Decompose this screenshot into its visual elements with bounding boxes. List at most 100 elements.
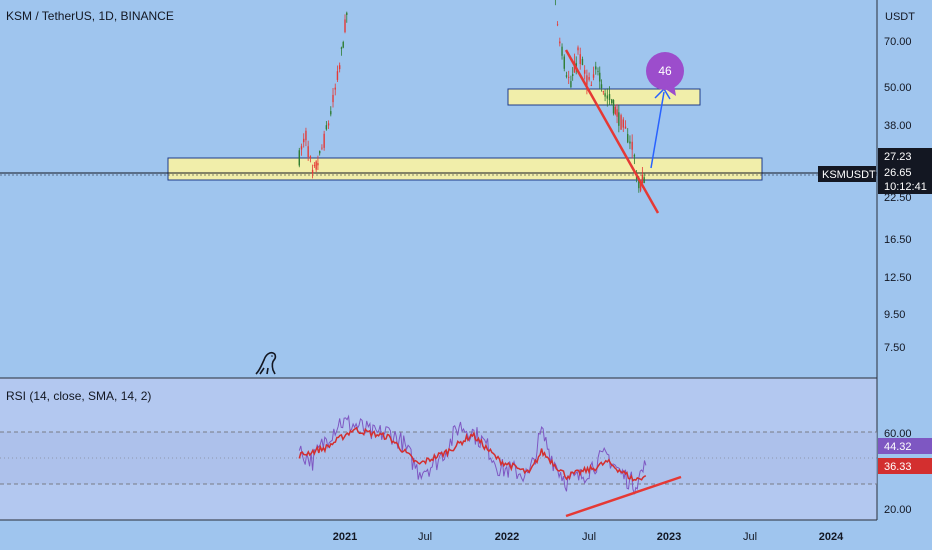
svg-text:26.65: 26.65 (884, 167, 912, 179)
support-zone[interactable] (167, 157, 763, 181)
price-tick: 9.50 (884, 309, 905, 321)
svg-text:KSMUSDT: KSMUSDT (822, 169, 876, 181)
candle-body-12 (323, 133, 325, 148)
rsi-divergence-line[interactable] (565, 475, 682, 518)
downtrend-line[interactable] (564, 49, 660, 214)
time-tick: 2024 (819, 531, 844, 543)
last-price-tag: 26.65 10:12:41 (878, 163, 932, 194)
candle-body-22 (344, 19, 346, 33)
price-pane (0, 0, 877, 378)
candle-body-163 (629, 141, 631, 144)
target-callout[interactable]: 46 (646, 52, 684, 96)
time-tick: Jul (743, 531, 757, 543)
candle-body-10 (319, 150, 321, 154)
candle-body-132 (565, 75, 568, 77)
candle-body-15 (330, 111, 332, 115)
candle-body-139 (579, 54, 581, 64)
candle-body-138 (577, 47, 579, 51)
candle-body-160 (622, 119, 624, 128)
target-zone[interactable] (507, 88, 701, 106)
candle-body-2 (303, 138, 305, 143)
time-tick: 2022 (495, 531, 519, 543)
rsi-ma-value-tag: 36.33 (878, 458, 932, 474)
dinosaur-icon (255, 351, 277, 375)
symbol-tag: KSMUSDT (818, 166, 876, 182)
chart-title[interactable]: KSM / TetherUS, 1D, BINANCE (6, 9, 174, 23)
candle-body-141 (583, 70, 586, 74)
candle-body-18 (336, 71, 339, 80)
candle-body-128 (556, 24, 559, 26)
candle-body-11 (321, 147, 323, 149)
candle-body-137 (575, 63, 577, 67)
candle-body-168 (639, 181, 642, 191)
candle-body-155 (612, 99, 615, 114)
candle-body-9 (317, 163, 319, 166)
candle-body-145 (592, 74, 595, 78)
candle-body-151 (604, 93, 606, 97)
candle-body-157 (616, 109, 618, 117)
candle-body-153 (608, 94, 611, 101)
candle-body-140 (581, 59, 584, 65)
rsi-tick: 60.00 (884, 428, 912, 440)
candle-body-17 (334, 87, 336, 90)
candle-body-144 (590, 84, 593, 86)
rsi-band (0, 432, 877, 484)
candle-body-149 (600, 84, 603, 89)
candle-body-142 (586, 75, 588, 86)
candle-body-143 (588, 77, 590, 80)
price-axis-unit: USDT (885, 11, 915, 23)
candle-body-129 (559, 41, 561, 44)
candle-body-134 (570, 81, 572, 88)
candle-body-158 (618, 112, 620, 126)
candle-body-152 (606, 95, 609, 99)
candle-body-162 (627, 134, 629, 143)
price-tick: 12.50 (884, 272, 912, 284)
candle-body-16 (332, 94, 334, 103)
callout-label: 46 (658, 64, 672, 78)
candle-body-159 (620, 115, 622, 130)
svg-text:27.23: 27.23 (884, 151, 912, 163)
candle-body-21 (342, 42, 344, 48)
candle-body-170 (643, 177, 645, 184)
candle-body-165 (633, 154, 636, 157)
rsi-ma-line (298, 426, 647, 482)
rsi-tick: 20.00 (884, 504, 912, 516)
price-tick: 50.00 (884, 82, 912, 94)
candle-body-13 (325, 125, 328, 130)
time-axis-panel (0, 520, 932, 550)
target-arrow-line[interactable] (650, 91, 665, 169)
candles (298, 0, 645, 193)
candle-body-167 (638, 179, 640, 189)
candle-body-20 (340, 47, 343, 49)
time-tick: Jul (418, 531, 432, 543)
price-tick: 16.50 (884, 234, 912, 246)
high-price-tag: 27.23 (878, 148, 932, 163)
candle-body-150 (602, 91, 605, 93)
candle-body-4 (307, 146, 309, 158)
candle-body-130 (561, 46, 563, 56)
rsi-title[interactable]: RSI (14, close, SMA, 14, 2) (6, 389, 152, 403)
candle-body-1 (300, 146, 303, 150)
price-tick: 7.50 (884, 342, 905, 354)
candle-body-8 (315, 161, 317, 170)
candle-body-7 (313, 165, 316, 166)
candle-body-131 (563, 56, 565, 69)
rsi-value-tag: 44.32 (878, 438, 932, 454)
time-tick: Jul (582, 531, 596, 543)
candle-body-14 (327, 123, 330, 126)
candle-body-3 (305, 130, 307, 141)
candle-body-154 (611, 99, 613, 104)
candle-body-23 (346, 12, 348, 15)
candle-body-161 (624, 126, 627, 129)
candle-body-164 (631, 141, 633, 150)
price-tick: 70.00 (884, 36, 912, 48)
time-tick: 2021 (333, 531, 357, 543)
candle-body-146 (595, 66, 597, 70)
candle-body-5 (309, 156, 312, 159)
candle-body-169 (641, 174, 644, 184)
candle-body-135 (571, 74, 574, 76)
candle-body-147 (597, 70, 599, 72)
candle-body-6 (311, 169, 314, 174)
svg-text:44.32: 44.32 (884, 441, 912, 453)
